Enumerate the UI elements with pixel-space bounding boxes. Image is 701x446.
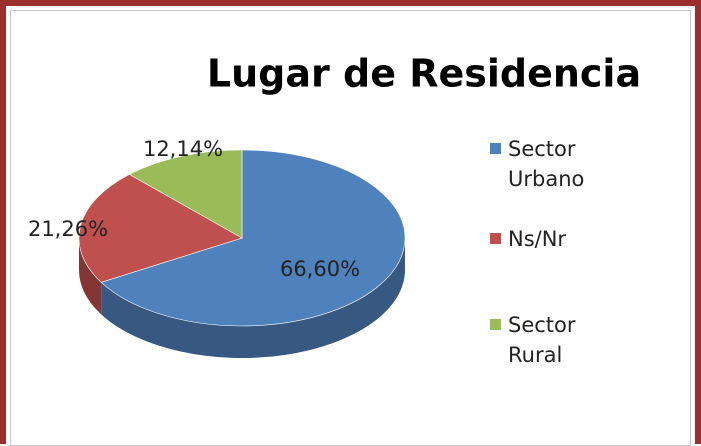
legend-swatch: [490, 319, 501, 330]
slice-side: [79, 238, 102, 315]
slice: [78, 174, 243, 283]
data-label: 12,14%: [143, 137, 223, 161]
legend-item: Sector Rural: [490, 310, 600, 370]
data-label: 66,60%: [280, 257, 360, 281]
legend-label: Ns/Nr: [508, 227, 567, 251]
chart: Lugar de Residencia 66,60% 21,26% 12,14%: [28, 52, 641, 358]
legend-label: Sector Rural: [508, 313, 576, 367]
chart-title: Lugar de Residencia: [207, 52, 641, 96]
legend-swatch: [490, 233, 501, 244]
legend-item: Sector Urbano: [490, 134, 600, 194]
legend-swatch: [490, 143, 501, 154]
slice: [100, 149, 406, 327]
legend-item: Ns/Nr: [490, 224, 600, 254]
data-label: 21,26%: [28, 217, 108, 241]
slice-side: [101, 238, 405, 358]
slice: [128, 149, 243, 239]
legend-label: Sector Urbano: [508, 137, 585, 191]
